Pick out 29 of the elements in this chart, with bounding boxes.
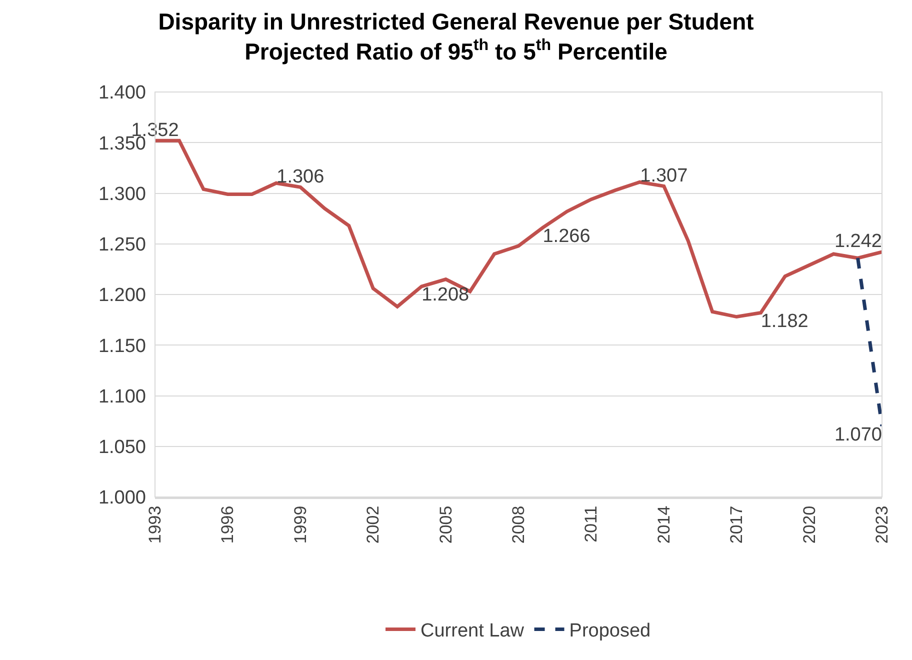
data-label: 1.242	[834, 231, 882, 252]
x-tick-label: 2011	[582, 506, 601, 542]
x-tick-label: 2023	[872, 506, 892, 544]
data-label: 1.208	[422, 284, 470, 306]
legend-label: Proposed	[569, 620, 651, 642]
x-tick-label: 2002	[364, 506, 383, 544]
y-tick-label: 1.400	[98, 82, 146, 104]
data-label: 1.070	[834, 424, 882, 446]
data-label: 1.266	[542, 226, 590, 247]
y-tick-label: 1.000	[98, 488, 146, 509]
x-tick-label: 1996	[218, 506, 238, 544]
x-tick-label: 2017	[727, 506, 746, 544]
x-tick-label: 1993	[146, 506, 165, 544]
y-tick-label: 1.250	[98, 234, 146, 256]
y-tick-label: 1.200	[98, 285, 146, 306]
y-tick-label: 1.050	[98, 437, 146, 458]
x-tick-label: 2008	[509, 506, 528, 544]
data-label: 1.306	[276, 166, 324, 188]
x-tick-label: 2005	[436, 506, 456, 544]
legend-label: Current Law	[420, 620, 524, 642]
y-tick-label: 1.150	[98, 336, 146, 357]
chart-title: Disparity in Unrestricted General Revenue per Student Projected Ratio of 95$^{th}$ to 5$^{th}$ Percentile	[158, 8, 754, 65]
x-tick-label: 2020	[800, 506, 819, 544]
data-label: 1.182	[760, 310, 808, 332]
x-tick-label: 2014	[654, 506, 674, 544]
x-tick-label: 1999	[290, 506, 310, 544]
y-tick-label: 1.100	[98, 386, 146, 408]
y-tick-label: 1.300	[98, 184, 146, 205]
data-label: 1.307	[640, 165, 688, 186]
